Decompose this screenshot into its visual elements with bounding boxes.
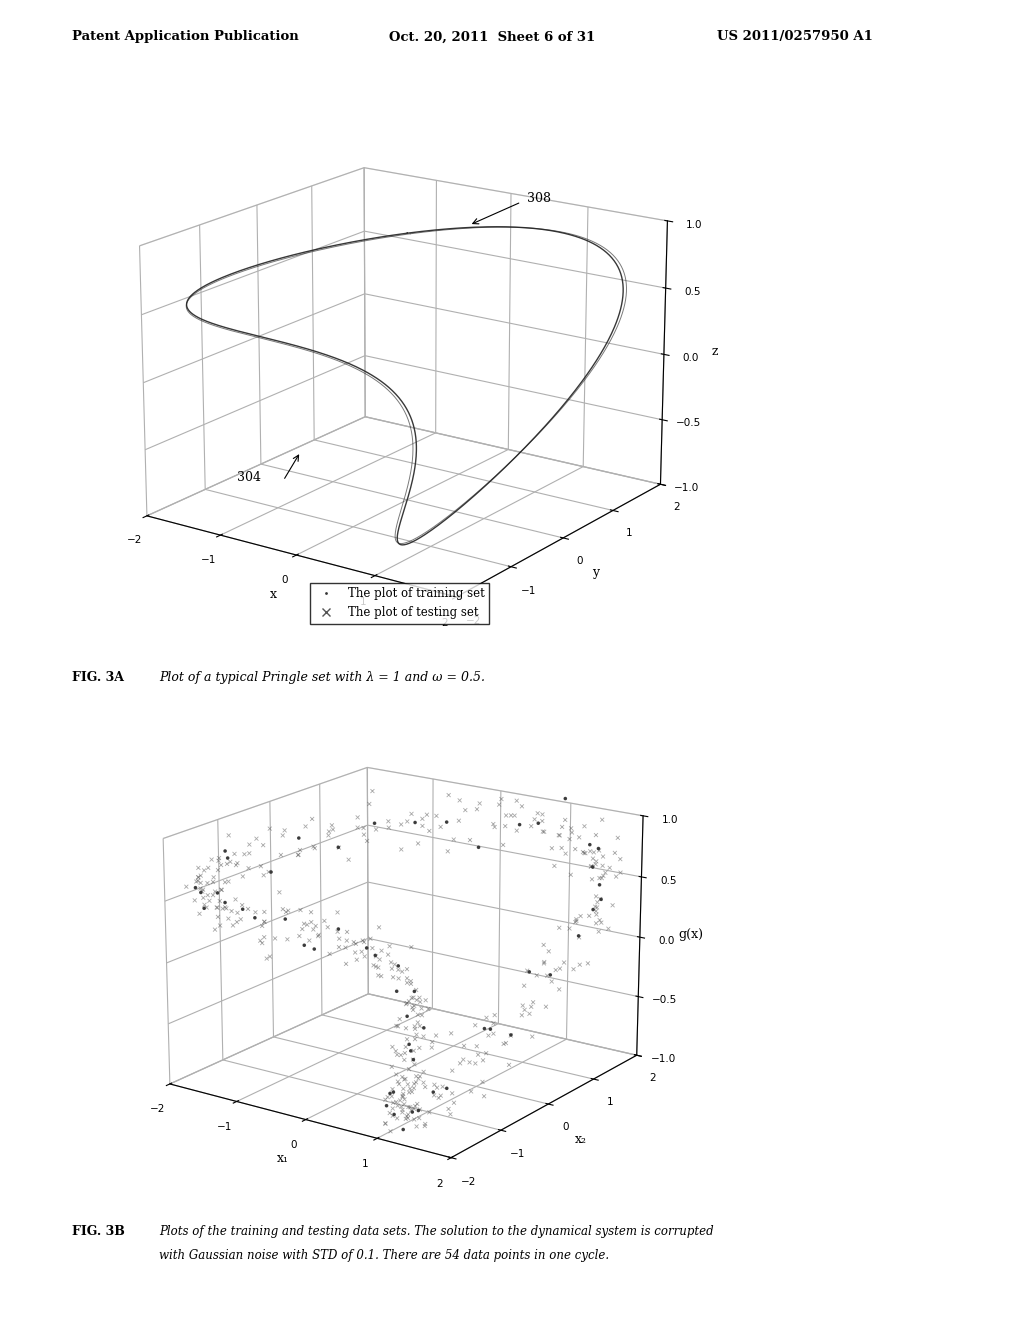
Text: FIG. 3B: FIG. 3B: [72, 1225, 125, 1238]
Text: Oct. 20, 2011  Sheet 6 of 31: Oct. 20, 2011 Sheet 6 of 31: [389, 30, 595, 44]
X-axis label: x: x: [269, 587, 276, 601]
Text: Plot of a typical Pringle set with λ = 1 and ω = 0.5.: Plot of a typical Pringle set with λ = 1…: [159, 671, 484, 684]
Text: 304: 304: [237, 471, 261, 483]
Text: 308: 308: [527, 191, 551, 205]
Text: Plots of the training and testing data sets. The solution to the dynamical syste: Plots of the training and testing data s…: [159, 1225, 714, 1238]
Legend: The plot of training set, The plot of testing set: The plot of training set, The plot of te…: [309, 582, 489, 624]
Text: US 2011/0257950 A1: US 2011/0257950 A1: [717, 30, 872, 44]
Y-axis label: x₂: x₂: [574, 1133, 587, 1146]
Text: with Gaussian noise with STD of 0.1. There are 54 data points in one cycle.: with Gaussian noise with STD of 0.1. The…: [159, 1249, 609, 1262]
X-axis label: x₁: x₁: [276, 1152, 289, 1166]
Text: Patent Application Publication: Patent Application Publication: [72, 30, 298, 44]
Y-axis label: y: y: [592, 566, 599, 579]
Text: FIG. 3A: FIG. 3A: [72, 671, 124, 684]
